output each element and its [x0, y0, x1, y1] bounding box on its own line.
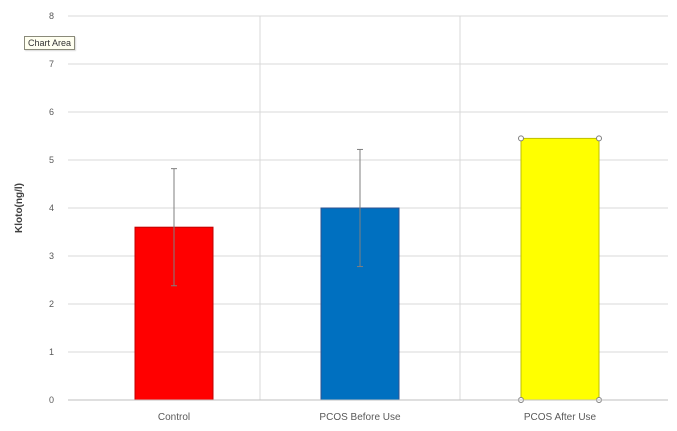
y-tick-label: 6 — [49, 107, 54, 117]
selection-handles — [518, 135, 602, 403]
y-tick-label: 1 — [49, 347, 54, 357]
chart-area-tooltip: Chart Area — [24, 36, 76, 50]
bars — [134, 137, 600, 401]
y-tick-label: 0 — [49, 395, 54, 405]
selection-handle — [518, 135, 524, 142]
x-tick-label: PCOS After Use — [524, 412, 597, 423]
y-tick-label: 5 — [49, 155, 54, 165]
x-tick-label: Control — [158, 412, 190, 423]
y-axis-label: Kloto(ng/l) — [14, 183, 25, 233]
x-tick-label: PCOS Before Use — [319, 412, 401, 423]
x-axis-labels: Control PCOS Before Use PCOS After Use — [158, 412, 597, 423]
y-tick-label: 8 — [49, 11, 54, 21]
y-tick-label: 3 — [49, 251, 54, 261]
y-tick-label: 7 — [49, 59, 54, 69]
error-bars — [171, 148, 363, 287]
y-tick-label: 4 — [49, 203, 54, 213]
y-tick-label: 2 — [49, 299, 54, 309]
y-axis-ticks: 0 1 2 3 4 5 6 7 8 — [49, 11, 54, 405]
selection-handle — [596, 135, 602, 142]
bar-pcos-after-use — [520, 137, 600, 401]
